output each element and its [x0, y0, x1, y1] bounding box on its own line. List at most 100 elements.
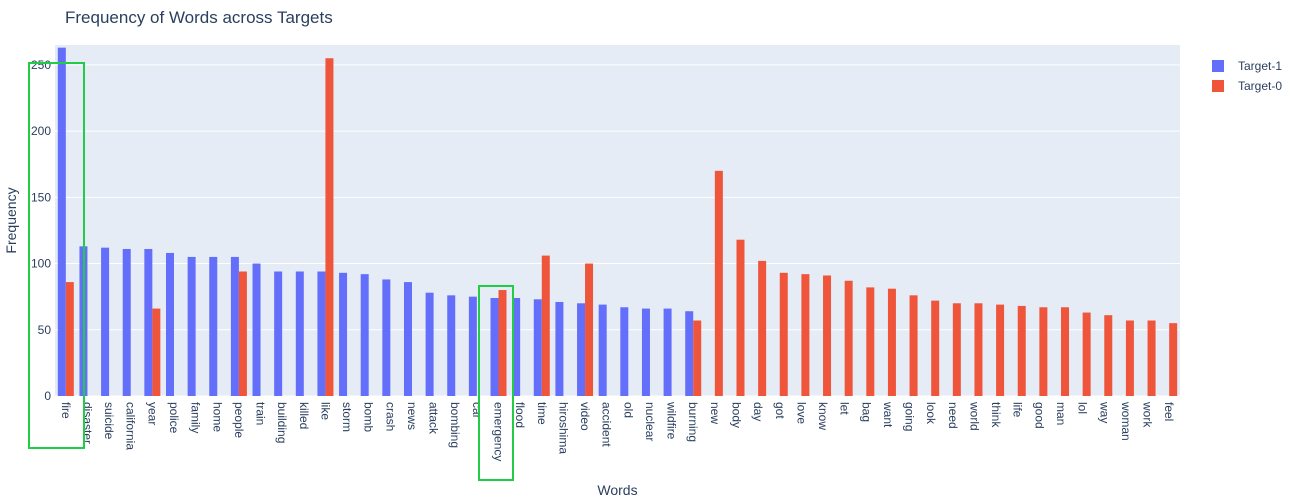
bar-target-1-building: [274, 271, 283, 396]
bar-target-1-old: [620, 307, 629, 396]
bar-target-1-burning: [685, 311, 694, 396]
x-tick-label: police: [167, 402, 181, 434]
bar-target-0-lol: [1082, 312, 1091, 396]
x-tick-label: people: [232, 402, 246, 438]
bar-target-1-california: [122, 248, 131, 396]
bar-target-0-like: [325, 58, 334, 397]
x-tick-label: love: [794, 402, 808, 424]
bar-target-0-year: [152, 308, 161, 396]
bar-target-0-think: [996, 304, 1005, 396]
x-tick-label: hiroshima: [556, 402, 570, 454]
bar-target-1-nuclear: [641, 308, 650, 396]
bar-target-1-attack: [425, 292, 434, 396]
x-tick-label: world: [967, 401, 981, 431]
bar-target-1-news: [403, 282, 412, 396]
x-tick-label: let: [838, 402, 852, 415]
bar-target-1-home: [209, 256, 218, 396]
y-tick-label: 0: [44, 389, 51, 403]
legend-label-target-1: Target-1: [1238, 59, 1283, 73]
x-axis-title: Words: [597, 482, 637, 498]
x-tick-label: think: [989, 402, 1003, 428]
highlight-box-emergency: [478, 285, 514, 481]
bar-target-0-day: [758, 260, 767, 396]
x-tick-label: got: [773, 402, 787, 419]
x-tick-label: good: [1032, 402, 1046, 429]
bar-target-0-bag: [866, 287, 875, 396]
bar-target-1-family: [187, 256, 196, 396]
x-tick-label: going: [903, 402, 917, 431]
x-tick-label: know: [816, 402, 830, 430]
x-tick-label: storm: [340, 402, 354, 432]
x-tick-label: bombing: [448, 402, 462, 448]
bar-target-1-time: [533, 299, 542, 396]
bar-target-1-police: [165, 252, 174, 396]
legend-swatch-target-1: [1212, 60, 1224, 72]
bar-target-1-fire: [57, 47, 66, 397]
x-tick-label: train: [254, 402, 268, 425]
y-tick-label: 50: [38, 323, 52, 337]
x-tick-label: lol: [1076, 402, 1090, 414]
x-tick-label: burning: [686, 402, 700, 442]
bar-target-0-man: [1061, 307, 1070, 396]
bar-target-0-emergency: [498, 290, 507, 396]
bar-target-0-good: [1039, 307, 1048, 396]
bar-target-0-know: [823, 275, 832, 396]
bar-target-1-like: [317, 271, 326, 396]
x-tick-label: killed: [297, 402, 311, 429]
legend-item-target-0[interactable]: Target-0: [1212, 76, 1282, 96]
x-tick-label: time: [535, 402, 549, 425]
y-tick-label: 250: [31, 58, 51, 72]
x-tick-label: year: [145, 402, 159, 425]
bar-target-0-fire: [65, 282, 74, 396]
bar-target-1-bomb: [360, 274, 369, 396]
x-tick-label: bomb: [362, 402, 376, 432]
x-tick-label: accident: [600, 402, 614, 447]
plot-background: [55, 45, 1180, 396]
bar-target-1-suicide: [101, 247, 110, 396]
x-tick-label: woman: [1119, 401, 1133, 441]
bar-target-1-bombing: [447, 295, 456, 396]
x-tick-label: nuclear: [643, 402, 657, 441]
legend-label-target-0: Target-0: [1238, 79, 1283, 93]
bar-target-1-storm: [339, 272, 348, 396]
x-tick-label: like: [318, 402, 332, 420]
x-tick-label: suicide: [102, 402, 116, 440]
bar-target-1-flood: [512, 297, 521, 396]
bar-target-1-car: [468, 296, 477, 396]
bar-target-1-people: [230, 256, 239, 396]
legend-item-target-1[interactable]: Target-1: [1212, 56, 1282, 76]
bar-target-0-video: [585, 263, 594, 396]
x-tick-label: man: [1054, 402, 1068, 425]
x-tick-label: flood: [513, 402, 527, 428]
y-tick-label: 200: [31, 124, 51, 138]
x-tick-label: attack: [427, 402, 441, 435]
legend-swatch-target-0: [1212, 80, 1224, 92]
bar-target-1-train: [252, 263, 261, 396]
x-tick-label: wildfire: [665, 401, 679, 440]
x-tick-label: body: [729, 402, 743, 428]
bar-target-1-wildfire: [663, 308, 672, 396]
bar-target-0-love: [801, 274, 810, 396]
x-tick-label: car: [470, 402, 484, 419]
x-tick-label: news: [405, 402, 419, 430]
x-tick-label: bag: [859, 402, 873, 422]
x-tick-label: need: [946, 402, 960, 429]
bar-target-1-accident: [598, 304, 607, 396]
bar-target-1-year: [144, 248, 153, 396]
chart-title: Frequency of Words across Targets: [65, 8, 333, 27]
bar-target-0-going: [909, 295, 918, 396]
bar-target-0-feel: [1169, 323, 1178, 396]
bar-target-1-hiroshima: [555, 301, 564, 396]
bar-target-0-need: [952, 303, 961, 396]
bar-target-1-crash: [382, 279, 391, 396]
x-tick-label: want: [881, 401, 895, 428]
bar-target-0-life: [1017, 305, 1026, 396]
bar-target-0-body: [736, 239, 745, 396]
bar-target-0-let: [844, 280, 853, 396]
y-tick-label: 150: [31, 190, 51, 204]
x-tick-label: fire: [59, 402, 73, 419]
bar-target-0-world: [974, 303, 983, 396]
x-tick-label: feel: [1162, 402, 1176, 421]
x-tick-label: work: [1141, 401, 1155, 428]
